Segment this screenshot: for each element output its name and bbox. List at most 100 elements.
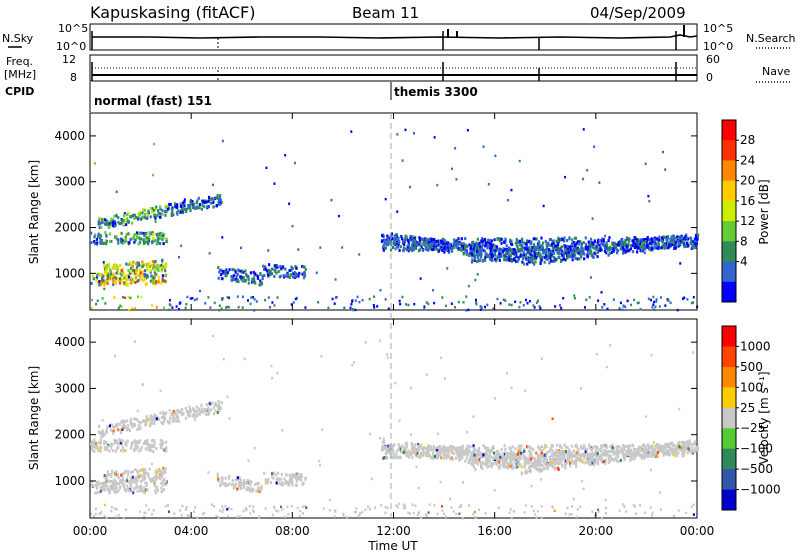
range-gate-cell <box>103 503 106 507</box>
range-gate-cell <box>118 437 121 441</box>
range-gate-cell <box>396 210 399 213</box>
range-gate-cell <box>617 449 621 453</box>
range-gate-cell <box>653 447 657 451</box>
range-gate-cell <box>167 510 170 513</box>
colorbar-swatch <box>722 387 736 409</box>
range-gate-cell <box>604 458 607 462</box>
range-gate-cell <box>90 512 93 516</box>
range-gate-cell <box>543 260 546 264</box>
range-gate-cell <box>593 145 596 148</box>
range-gate-cell <box>678 440 681 444</box>
range-gate-cell <box>270 272 273 276</box>
range-gate-cell <box>587 248 590 252</box>
range-gate-cell <box>580 459 583 463</box>
range-gate-cell <box>690 242 693 246</box>
range-gate-cell <box>432 248 435 252</box>
range-gate-cell <box>383 241 386 245</box>
range-gate-cell <box>153 417 156 421</box>
range-gate-cell <box>126 439 129 443</box>
range-gate-cell <box>625 236 629 240</box>
range-gate-cell <box>117 489 120 493</box>
range-gate-cell <box>370 477 373 481</box>
range-gate-cell <box>449 457 452 461</box>
range-gate-cell <box>594 514 597 517</box>
range-gate-cell <box>681 448 684 452</box>
range-gate-cell <box>485 455 488 459</box>
range-gate-cell <box>252 270 255 274</box>
range-gate-cell <box>119 221 123 225</box>
range-gate-cell <box>94 445 97 449</box>
range-gate-cell <box>471 451 474 455</box>
range-gate-cell <box>566 455 569 459</box>
range-gate-cell <box>193 510 196 513</box>
range-gate-cell <box>231 479 234 483</box>
range-gate-cell <box>477 449 481 453</box>
range-gate-cell <box>694 234 698 238</box>
range-gate-cell <box>121 241 124 245</box>
range-gate-cell <box>495 461 498 465</box>
range-gate-cell <box>134 481 138 485</box>
range-gate-cell <box>523 465 526 469</box>
range-gate-cell <box>155 232 158 236</box>
range-gate-cell <box>485 453 489 457</box>
range-gate-cell <box>110 275 113 279</box>
range-gate-cell <box>295 479 298 483</box>
range-gate-cell <box>294 272 298 276</box>
range-gate-cell <box>97 232 100 236</box>
range-gate-cell <box>464 248 467 252</box>
range-gate-cell <box>216 404 219 408</box>
range-gate-cell <box>143 477 146 481</box>
range-gate-cell <box>167 504 170 507</box>
range-gate-cell <box>331 297 334 301</box>
range-gate-cell <box>564 258 567 262</box>
range-gate-cell <box>455 512 458 516</box>
range-gate-cell <box>143 272 146 276</box>
range-gate-cell <box>394 242 398 246</box>
range-gate-cell <box>431 448 434 452</box>
range-gate-cell <box>351 299 354 302</box>
range-gate-cell <box>128 272 131 276</box>
range-gate-cell <box>685 446 688 450</box>
range-gate-cell <box>502 253 506 257</box>
range-gate-cell <box>168 420 172 424</box>
range-gate-cell <box>287 513 290 516</box>
range-gate-cell <box>653 237 656 241</box>
range-gate-cell <box>364 341 367 344</box>
range-gate-cell <box>573 236 577 240</box>
range-gate-cell <box>194 418 197 422</box>
range-gate-cell <box>135 484 138 488</box>
range-gate-cell <box>126 213 129 217</box>
range-gate-cell <box>509 453 512 457</box>
range-gate-cell <box>190 202 193 206</box>
range-gate-cell <box>271 301 274 304</box>
range-gate-cell <box>514 241 517 245</box>
range-gate-cell <box>93 233 97 237</box>
range-gate-cell <box>162 414 165 418</box>
range-gate-cell <box>506 455 510 459</box>
range-gate-cell <box>157 275 161 279</box>
range-gate-cell <box>127 241 130 245</box>
range-gate-cell <box>108 449 111 453</box>
range-gate-cell <box>595 352 598 356</box>
range-gate-cell <box>129 446 133 450</box>
range-gate-cell <box>176 212 179 216</box>
range-gate-cell <box>593 246 597 250</box>
range-gate-cell <box>644 445 647 449</box>
velocity-plot-frame <box>89 318 698 519</box>
range-gate-cell <box>391 449 394 453</box>
range-gate-cell <box>91 274 94 278</box>
range-gate-cell <box>524 255 527 259</box>
range-gate-cell <box>495 249 498 253</box>
range-gate-cell <box>551 465 554 469</box>
range-gate-cell <box>235 277 238 281</box>
range-gate-cell <box>143 488 146 492</box>
range-gate-cell <box>169 304 172 307</box>
range-gate-cell <box>498 461 501 465</box>
range-gate-cell <box>294 474 297 478</box>
range-gate-cell <box>619 458 622 462</box>
range-gate-cell <box>535 237 538 241</box>
range-gate-cell <box>497 255 501 259</box>
range-gate-cell <box>483 258 486 262</box>
range-gate-cell <box>408 185 411 189</box>
range-gate-cell <box>179 509 182 512</box>
